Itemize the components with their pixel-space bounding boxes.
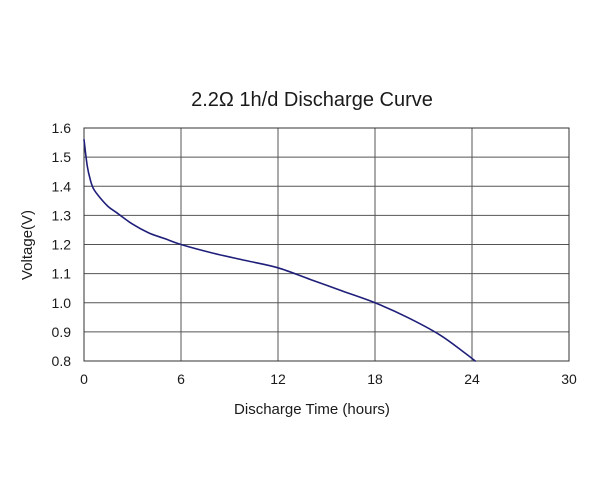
y-tick-label: 1.6: [52, 120, 72, 136]
y-tick-label: 1.4: [52, 178, 72, 194]
y-tick-label: 1.2: [52, 237, 72, 253]
x-tick-label: 18: [367, 371, 383, 387]
plot-frame: [83, 127, 570, 362]
y-tick-label: 1.3: [52, 207, 72, 223]
x-tick-label: 24: [464, 371, 480, 387]
x-tick-label: 12: [270, 371, 286, 387]
x-tick-label: 0: [80, 371, 88, 387]
y-tick-label: 1.0: [52, 295, 72, 311]
y-tick-label: 0.9: [52, 324, 72, 340]
x-tick-label: 30: [561, 371, 577, 387]
y-tick-label: 1.5: [52, 149, 72, 165]
y-tick-label: 1.1: [52, 266, 72, 282]
chart-title: 2.2Ω 1h/d Discharge Curve: [191, 89, 433, 111]
series-layer: [83, 138, 477, 362]
x-axis-label: Discharge Time (hours): [234, 401, 390, 418]
x-ticks: 0 6 12 18 24 30: [80, 371, 577, 387]
y-axis-label: Voltage(V): [19, 210, 36, 280]
grid: [84, 128, 569, 361]
y-tick-label: 0.8: [52, 353, 72, 369]
series-line: [83, 138, 477, 362]
y-ticks: 1.6 1.5 1.4 1.3 1.2 1.1 1.0 0.9 0.8: [52, 120, 72, 369]
x-tick-label: 6: [177, 371, 185, 387]
